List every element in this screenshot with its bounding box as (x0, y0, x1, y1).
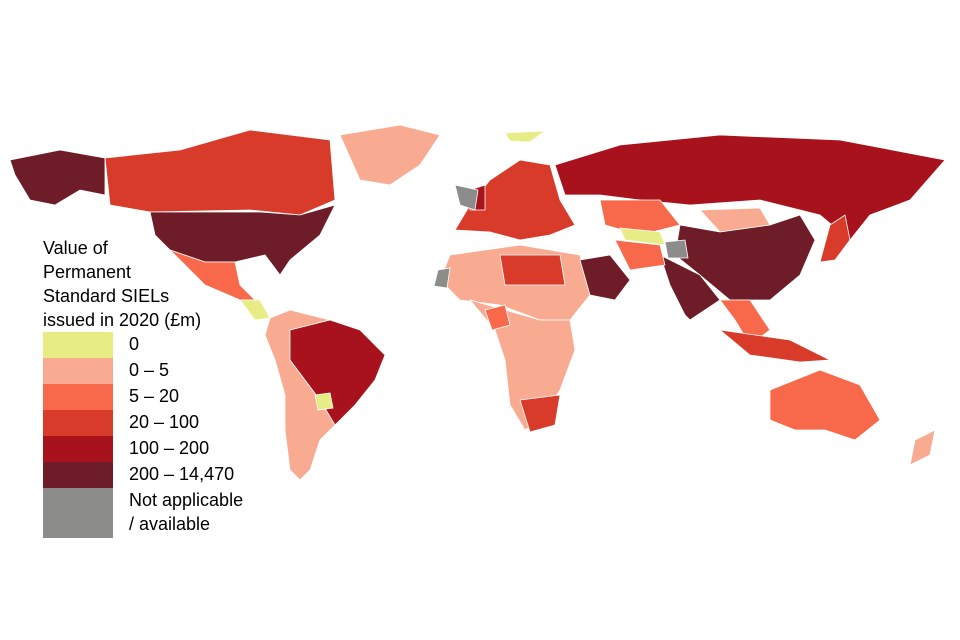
legend-swatch (43, 358, 113, 384)
legend-label: 20 – 100 (129, 412, 200, 432)
country (339, 124, 441, 186)
legend-item: 20 – 100 (43, 410, 249, 436)
country (819, 214, 851, 263)
country (659, 254, 721, 321)
country (614, 239, 666, 271)
legend-label: 200 – 14,470 (129, 464, 235, 484)
country (9, 149, 106, 206)
legend: Value of Permanent Standard SIELs issued in… (43, 236, 249, 538)
country (169, 249, 256, 301)
legend-item: 200 – 14,470 (43, 462, 249, 488)
country (599, 199, 681, 236)
legend-swatch (43, 436, 113, 462)
country (104, 129, 336, 216)
country (579, 254, 631, 301)
country (519, 394, 561, 433)
country (909, 429, 936, 466)
legend-label: Not applicable / available (129, 490, 244, 534)
legend-title: Value of (43, 238, 108, 258)
country (484, 304, 511, 331)
country (314, 392, 334, 411)
country (718, 329, 832, 363)
legend-item: Not applicable / available (43, 488, 249, 538)
country (499, 254, 566, 286)
legend-swatch (43, 332, 113, 358)
country (619, 227, 666, 246)
legend-title: Standard SIELs (43, 286, 170, 306)
legend-label: 0 – 5 (129, 360, 170, 380)
country (769, 369, 881, 441)
legend-item: 100 – 200 (43, 436, 249, 462)
country (454, 184, 479, 211)
country (433, 267, 451, 289)
country (504, 130, 547, 143)
legend-item: 0 – 5 (43, 358, 249, 384)
legend-label: 0 (129, 334, 140, 354)
legend-item: 5 – 20 (43, 384, 249, 410)
legend-label: 5 – 20 (129, 386, 180, 406)
country (674, 214, 816, 301)
country (289, 319, 386, 426)
legend-title: Permanent (43, 262, 132, 282)
legend-swatch (43, 410, 113, 436)
legend-swatch (43, 462, 113, 488)
legend-title: issued in 2020 (£m) (43, 310, 202, 330)
legend-label: 100 – 200 (129, 438, 210, 458)
legend-item: 0 (43, 332, 249, 358)
legend-swatch (43, 488, 113, 538)
legend-swatch (43, 384, 113, 410)
country (664, 239, 689, 259)
